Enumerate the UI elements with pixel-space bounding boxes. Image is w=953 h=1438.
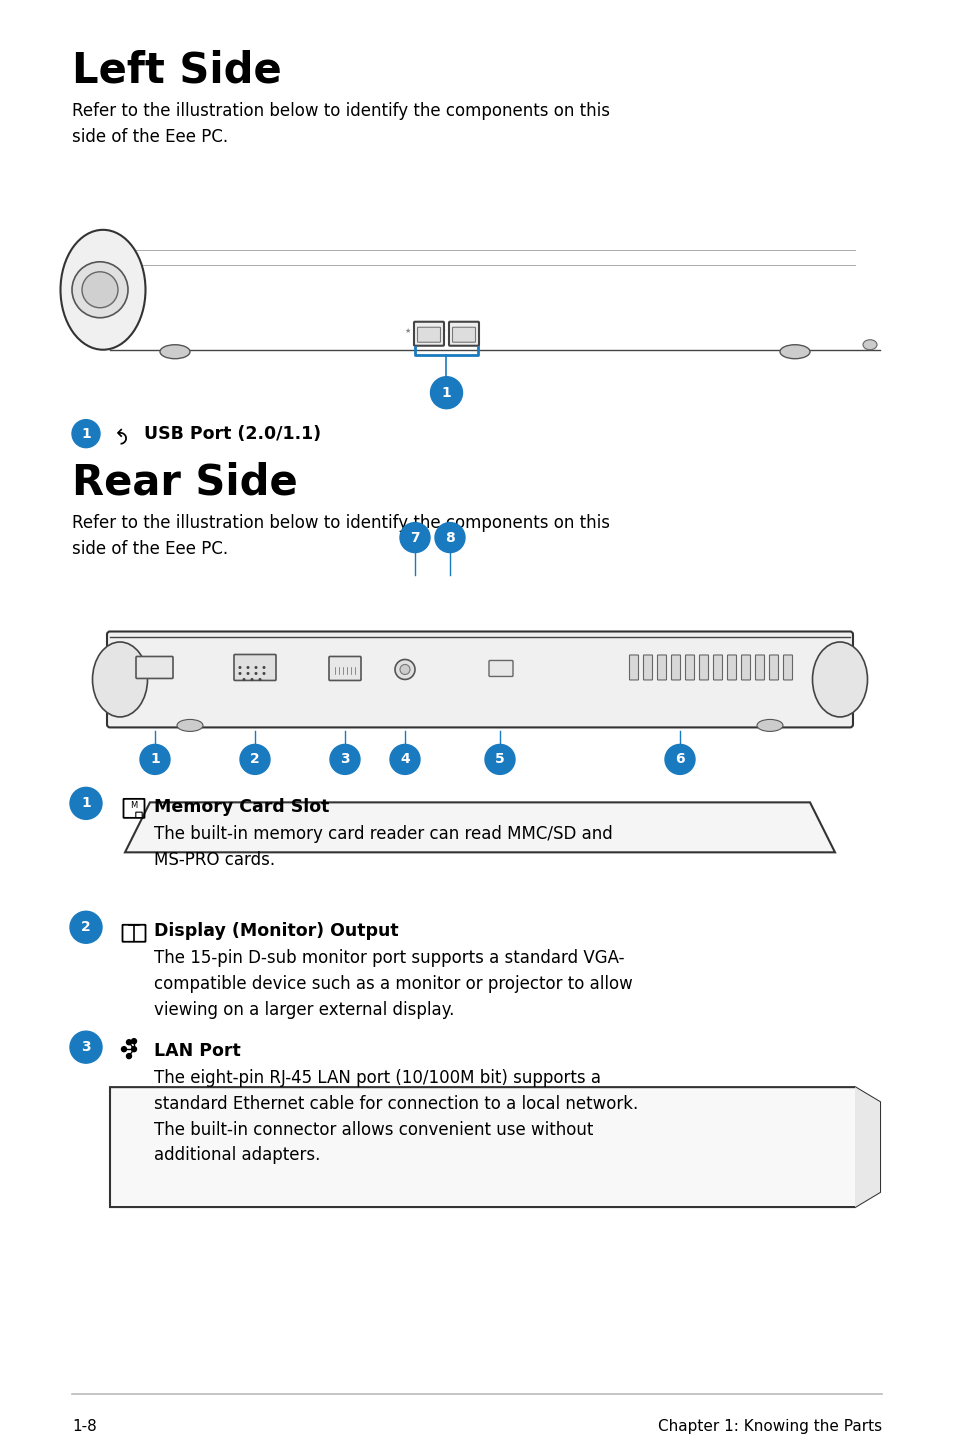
Circle shape — [664, 745, 695, 775]
Text: The built-in memory card reader can read MMC/SD and
MS-PRO cards.: The built-in memory card reader can read… — [153, 825, 612, 869]
FancyBboxPatch shape — [671, 654, 679, 680]
FancyBboxPatch shape — [233, 654, 275, 680]
FancyBboxPatch shape — [782, 654, 792, 680]
Text: The eight-pin RJ-45 LAN port (10/100M bit) supports a
standard Ethernet cable fo: The eight-pin RJ-45 LAN port (10/100M bi… — [153, 1068, 638, 1165]
Text: Refer to the illustration below to identify the components on this
side of the E: Refer to the illustration below to ident… — [71, 513, 609, 558]
FancyBboxPatch shape — [755, 654, 763, 680]
FancyBboxPatch shape — [699, 654, 708, 680]
Circle shape — [399, 522, 430, 552]
Circle shape — [330, 745, 359, 775]
Circle shape — [127, 1054, 132, 1058]
FancyBboxPatch shape — [740, 654, 750, 680]
Circle shape — [242, 677, 245, 682]
FancyBboxPatch shape — [727, 654, 736, 680]
Circle shape — [262, 666, 265, 669]
Text: 2: 2 — [81, 920, 91, 935]
Text: Left Side: Left Side — [71, 50, 281, 92]
FancyBboxPatch shape — [136, 657, 172, 679]
FancyBboxPatch shape — [107, 631, 852, 728]
Circle shape — [258, 677, 261, 682]
Text: 5: 5 — [495, 752, 504, 766]
Circle shape — [395, 660, 415, 680]
Text: Chapter 1: Knowing the Parts: Chapter 1: Knowing the Parts — [658, 1419, 882, 1434]
Text: 1: 1 — [441, 385, 451, 400]
Circle shape — [246, 672, 250, 674]
Circle shape — [238, 672, 241, 674]
Circle shape — [132, 1038, 136, 1044]
Circle shape — [254, 672, 257, 674]
Circle shape — [71, 262, 128, 318]
Text: 3: 3 — [81, 1040, 91, 1054]
Text: 2: 2 — [250, 752, 259, 766]
Circle shape — [390, 745, 419, 775]
Text: ★: ★ — [439, 328, 446, 334]
Circle shape — [127, 1040, 132, 1045]
Polygon shape — [854, 1087, 879, 1206]
Text: 3: 3 — [340, 752, 350, 766]
FancyBboxPatch shape — [414, 322, 443, 345]
Circle shape — [70, 788, 102, 820]
Circle shape — [262, 672, 265, 674]
Text: USB Port (2.0/1.1): USB Port (2.0/1.1) — [144, 424, 321, 443]
Text: 1: 1 — [150, 752, 160, 766]
Circle shape — [140, 745, 170, 775]
FancyBboxPatch shape — [489, 660, 513, 676]
Circle shape — [484, 745, 515, 775]
Circle shape — [435, 522, 464, 552]
Text: 7: 7 — [410, 531, 419, 545]
Text: Rear Side: Rear Side — [71, 462, 297, 503]
Text: M: M — [131, 801, 137, 810]
Ellipse shape — [177, 719, 203, 732]
FancyBboxPatch shape — [685, 654, 694, 680]
Text: Memory Card Slot: Memory Card Slot — [153, 798, 329, 817]
Circle shape — [132, 1047, 136, 1051]
Circle shape — [121, 1047, 127, 1051]
Circle shape — [399, 664, 410, 674]
FancyBboxPatch shape — [449, 322, 478, 345]
Text: Refer to the illustration below to identify the components on this
side of the E: Refer to the illustration below to ident… — [71, 102, 609, 147]
Text: Display (Monitor) Output: Display (Monitor) Output — [153, 922, 398, 940]
Text: 1: 1 — [81, 427, 91, 440]
Text: ★: ★ — [405, 328, 411, 334]
Ellipse shape — [92, 641, 148, 718]
Text: LAN Port: LAN Port — [153, 1043, 240, 1060]
Text: 6: 6 — [675, 752, 684, 766]
Ellipse shape — [862, 339, 876, 349]
Ellipse shape — [60, 230, 146, 349]
Circle shape — [70, 912, 102, 943]
Text: ↶: ↶ — [108, 427, 128, 444]
Circle shape — [254, 666, 257, 669]
Circle shape — [246, 666, 250, 669]
Text: 1: 1 — [81, 797, 91, 811]
FancyBboxPatch shape — [135, 812, 142, 818]
Text: 1-8: 1-8 — [71, 1419, 96, 1434]
Circle shape — [238, 666, 241, 669]
FancyBboxPatch shape — [329, 657, 360, 680]
Polygon shape — [110, 1087, 879, 1206]
Circle shape — [240, 745, 270, 775]
Circle shape — [430, 377, 462, 408]
FancyBboxPatch shape — [643, 654, 652, 680]
Ellipse shape — [160, 345, 190, 358]
FancyBboxPatch shape — [657, 654, 666, 680]
Circle shape — [71, 420, 100, 447]
Ellipse shape — [780, 345, 809, 358]
Circle shape — [70, 1031, 102, 1063]
Text: 8: 8 — [445, 531, 455, 545]
FancyBboxPatch shape — [713, 654, 721, 680]
Text: 4: 4 — [399, 752, 410, 766]
Ellipse shape — [757, 719, 782, 732]
Polygon shape — [125, 802, 834, 853]
FancyBboxPatch shape — [629, 654, 638, 680]
FancyBboxPatch shape — [769, 654, 778, 680]
Circle shape — [251, 677, 253, 682]
Circle shape — [82, 272, 118, 308]
Ellipse shape — [812, 641, 866, 718]
Text: The 15-pin D-sub monitor port supports a standard VGA-
compatible device such as: The 15-pin D-sub monitor port supports a… — [153, 949, 632, 1018]
FancyBboxPatch shape — [417, 328, 440, 342]
FancyBboxPatch shape — [452, 328, 475, 342]
